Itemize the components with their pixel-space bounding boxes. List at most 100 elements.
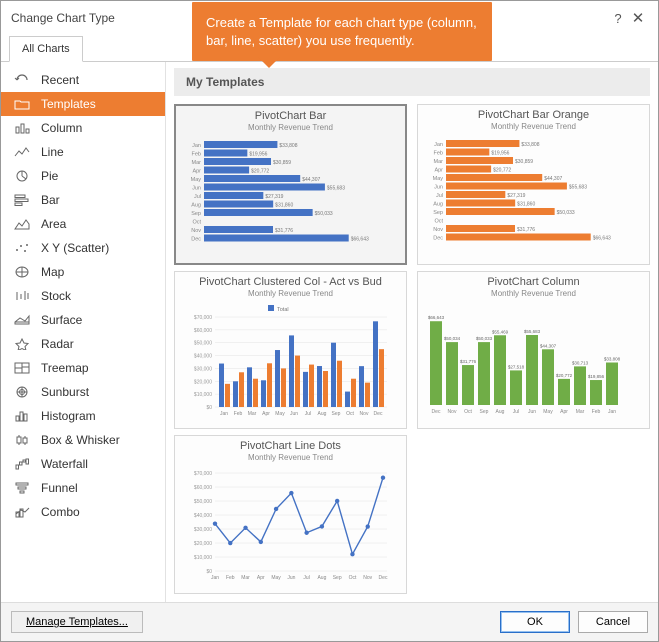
sidebar-item-histogram[interactable]: Histogram bbox=[1, 404, 165, 428]
cancel-button[interactable]: Cancel bbox=[578, 611, 648, 633]
sidebar-item-pie[interactable]: Pie bbox=[1, 164, 165, 188]
manage-templates-button[interactable]: Manage Templates... bbox=[11, 611, 143, 633]
line-icon bbox=[13, 145, 31, 159]
svg-text:$70,000: $70,000 bbox=[194, 315, 212, 321]
svg-text:Feb: Feb bbox=[192, 152, 201, 158]
sidebar-item-radar[interactable]: Radar bbox=[1, 332, 165, 356]
sidebar-item-combo[interactable]: Combo bbox=[1, 500, 165, 524]
svg-text:$31,776: $31,776 bbox=[275, 228, 293, 234]
dialog-footer: Manage Templates... OK Cancel bbox=[1, 602, 658, 641]
svg-text:$66,643: $66,643 bbox=[428, 315, 445, 320]
sidebar-item-column[interactable]: Column bbox=[1, 116, 165, 140]
svg-text:$31,776: $31,776 bbox=[517, 227, 535, 233]
sidebar-item-label: Pie bbox=[41, 169, 58, 183]
svg-text:$0: $0 bbox=[206, 405, 212, 411]
close-button[interactable]: ✕ bbox=[628, 9, 648, 27]
sidebar-item-waterfall[interactable]: Waterfall bbox=[1, 452, 165, 476]
svg-text:$33,808: $33,808 bbox=[521, 142, 539, 148]
svg-text:Nov: Nov bbox=[448, 409, 457, 415]
svg-text:$55,683: $55,683 bbox=[524, 329, 541, 334]
svg-text:Feb: Feb bbox=[234, 411, 243, 417]
x-y-scatter--icon bbox=[13, 241, 31, 255]
svg-text:$27,319: $27,319 bbox=[265, 194, 283, 200]
svg-text:May: May bbox=[275, 411, 285, 417]
sunburst-icon bbox=[13, 385, 31, 399]
thumb-subtitle: Monthly Revenue Trend bbox=[418, 122, 649, 134]
thumb-subtitle: Monthly Revenue Trend bbox=[176, 123, 405, 135]
sidebar-item-line[interactable]: Line bbox=[1, 140, 165, 164]
sidebar-item-x-y-scatter-[interactable]: X Y (Scatter) bbox=[1, 236, 165, 260]
sidebar-item-area[interactable]: Area bbox=[1, 212, 165, 236]
funnel-icon bbox=[13, 481, 31, 495]
svg-text:$30,000: $30,000 bbox=[194, 366, 212, 372]
svg-text:Nov: Nov bbox=[363, 575, 372, 581]
svg-text:Jun: Jun bbox=[287, 575, 295, 581]
thumb-title: PivotChart Bar bbox=[176, 106, 405, 123]
bar-icon bbox=[13, 193, 31, 207]
svg-text:$44,307: $44,307 bbox=[302, 177, 320, 183]
sidebar-item-stock[interactable]: Stock bbox=[1, 284, 165, 308]
waterfall-icon bbox=[13, 457, 31, 471]
svg-text:$50,033: $50,033 bbox=[557, 210, 575, 216]
sidebar-item-map[interactable]: Map bbox=[1, 260, 165, 284]
svg-text:Apr: Apr bbox=[560, 409, 568, 415]
ok-button[interactable]: OK bbox=[500, 611, 570, 633]
sidebar-item-label: Combo bbox=[41, 505, 80, 519]
sidebar-item-sunburst[interactable]: Sunburst bbox=[1, 380, 165, 404]
svg-text:$55,683: $55,683 bbox=[327, 186, 345, 192]
svg-text:$19,856: $19,856 bbox=[588, 374, 605, 379]
template-thumb[interactable]: PivotChart Bar OrangeMonthly Revenue Tre… bbox=[417, 104, 650, 265]
thumb-title: PivotChart Column bbox=[418, 272, 649, 289]
svg-text:Sep: Sep bbox=[333, 575, 342, 581]
sidebar-item-funnel[interactable]: Funnel bbox=[1, 476, 165, 500]
svg-text:$19,956: $19,956 bbox=[249, 152, 267, 158]
sidebar-item-surface[interactable]: Surface bbox=[1, 308, 165, 332]
svg-text:Mar: Mar bbox=[241, 575, 250, 581]
svg-text:Jan: Jan bbox=[211, 575, 219, 581]
svg-text:Jun: Jun bbox=[192, 186, 201, 192]
svg-text:Jan: Jan bbox=[220, 411, 228, 417]
main-panel: My Templates PivotChart BarMonthly Reven… bbox=[166, 62, 658, 602]
svg-text:Aug: Aug bbox=[191, 203, 201, 209]
sidebar-item-templates[interactable]: Templates bbox=[1, 92, 165, 116]
histogram-icon bbox=[13, 409, 31, 423]
svg-text:Jan: Jan bbox=[434, 142, 443, 148]
sidebar-item-label: Bar bbox=[41, 193, 60, 207]
template-thumb[interactable]: PivotChart Clustered Col - Act vs BudMon… bbox=[174, 271, 407, 430]
sidebar-item-label: Funnel bbox=[41, 481, 78, 495]
svg-text:$10,000: $10,000 bbox=[194, 555, 212, 561]
sidebar-item-treemap[interactable]: Treemap bbox=[1, 356, 165, 380]
sidebar-item-label: Sunburst bbox=[41, 385, 89, 399]
svg-text:Dec: Dec bbox=[374, 411, 383, 417]
svg-text:$33,808: $33,808 bbox=[279, 143, 297, 149]
svg-text:$33,808: $33,808 bbox=[604, 356, 621, 361]
sidebar-item-recent[interactable]: Recent bbox=[1, 68, 165, 92]
template-thumb[interactable]: PivotChart BarMonthly Revenue TrendJan$3… bbox=[174, 104, 407, 265]
sidebar-item-box-whisker[interactable]: Box & Whisker bbox=[1, 428, 165, 452]
svg-text:Nov: Nov bbox=[360, 411, 369, 417]
template-thumb[interactable]: PivotChart Line DotsMonthly Revenue Tren… bbox=[174, 435, 407, 594]
svg-text:Dec: Dec bbox=[191, 237, 201, 243]
help-button[interactable]: ? bbox=[608, 11, 628, 26]
svg-text:$27,319: $27,319 bbox=[507, 193, 525, 199]
svg-text:$31,860: $31,860 bbox=[517, 202, 535, 208]
svg-text:$40,000: $40,000 bbox=[194, 513, 212, 519]
svg-text:$20,772: $20,772 bbox=[556, 373, 573, 378]
svg-text:Jul: Jul bbox=[305, 411, 311, 417]
sidebar-item-label: Surface bbox=[41, 313, 82, 327]
svg-text:$44,307: $44,307 bbox=[544, 176, 562, 182]
svg-text:$30,859: $30,859 bbox=[515, 159, 533, 165]
svg-text:Mar: Mar bbox=[192, 160, 202, 166]
svg-text:Jul: Jul bbox=[436, 193, 443, 199]
svg-text:Feb: Feb bbox=[592, 409, 601, 415]
template-thumb[interactable]: PivotChart ColumnMonthly Revenue Trend$6… bbox=[417, 271, 650, 430]
svg-text:$60,000: $60,000 bbox=[194, 328, 212, 334]
svg-text:Mar: Mar bbox=[434, 159, 444, 165]
sidebar-item-bar[interactable]: Bar bbox=[1, 188, 165, 212]
svg-text:May: May bbox=[543, 409, 553, 415]
svg-text:$20,000: $20,000 bbox=[194, 541, 212, 547]
thumb-title: PivotChart Bar Orange bbox=[418, 105, 649, 122]
change-chart-type-dialog: Create a Template for each chart type (c… bbox=[0, 0, 659, 642]
tab-all-charts[interactable]: All Charts bbox=[9, 36, 83, 62]
svg-text:Mar: Mar bbox=[248, 411, 257, 417]
